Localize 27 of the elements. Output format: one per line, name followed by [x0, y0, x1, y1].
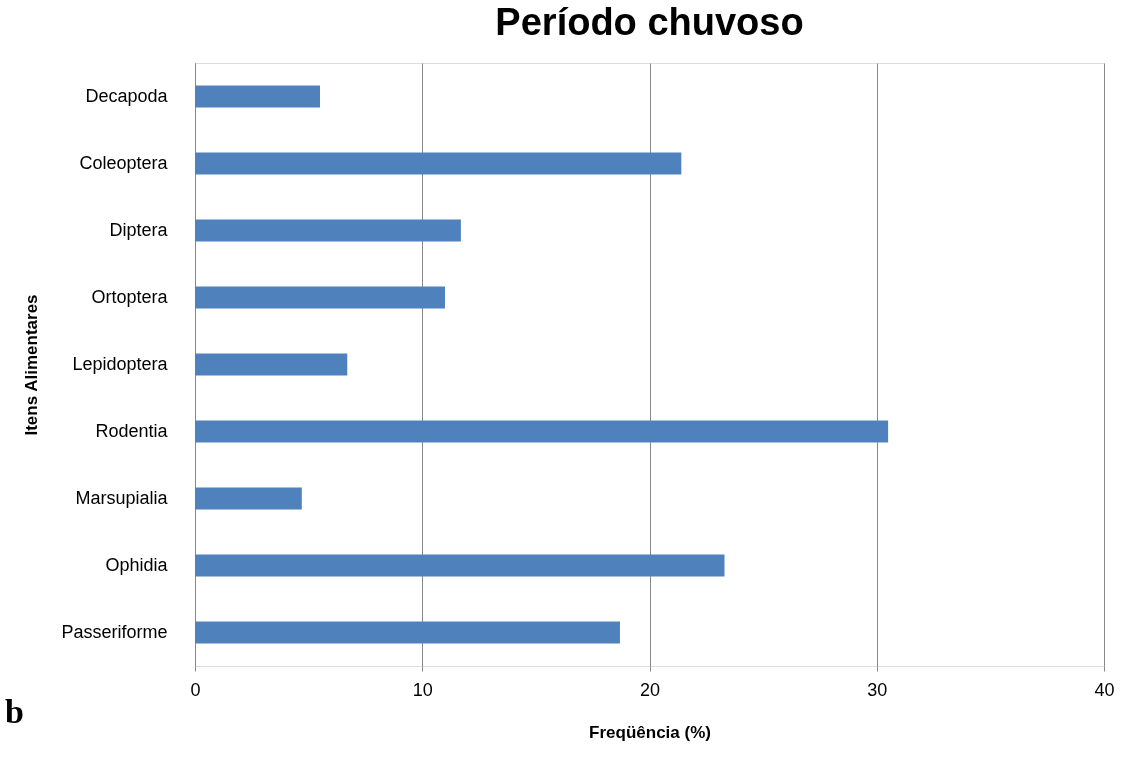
y-tick-label: Rodentia: [95, 420, 169, 441]
text: b: [5, 693, 24, 730]
bar: [195, 152, 682, 175]
y-tick-label: Marsupialia: [75, 487, 169, 508]
y-tick-label: Coleoptera: [79, 152, 169, 173]
x-axis-title: Freqüência (%): [589, 722, 711, 742]
x-tick-label: 0: [190, 679, 201, 700]
y-tick-label: Decapoda: [85, 85, 169, 106]
bar: [195, 219, 461, 242]
y-axis-title: Itens Alimentares: [22, 294, 42, 436]
bar: [195, 353, 348, 376]
bar: [195, 85, 320, 108]
bar: [195, 420, 889, 443]
bar: [195, 487, 302, 510]
bar: [195, 554, 725, 577]
x-tick-label: 20: [639, 679, 661, 700]
bar: [195, 621, 620, 644]
x-tick-label: 10: [412, 679, 433, 700]
y-tick-label: Ophidia: [105, 554, 169, 575]
y-tick-label: Diptera: [109, 219, 169, 240]
y-tick-label: Passeriforme: [61, 621, 168, 642]
x-tick-label: 30: [867, 679, 888, 700]
chart-title: Período chuvoso: [495, 1, 804, 43]
x-tick-label: 40: [1094, 679, 1115, 700]
y-tick-label: Ortoptera: [91, 286, 169, 307]
bar: [195, 286, 445, 309]
y-tick-label: Lepidoptera: [72, 353, 169, 374]
